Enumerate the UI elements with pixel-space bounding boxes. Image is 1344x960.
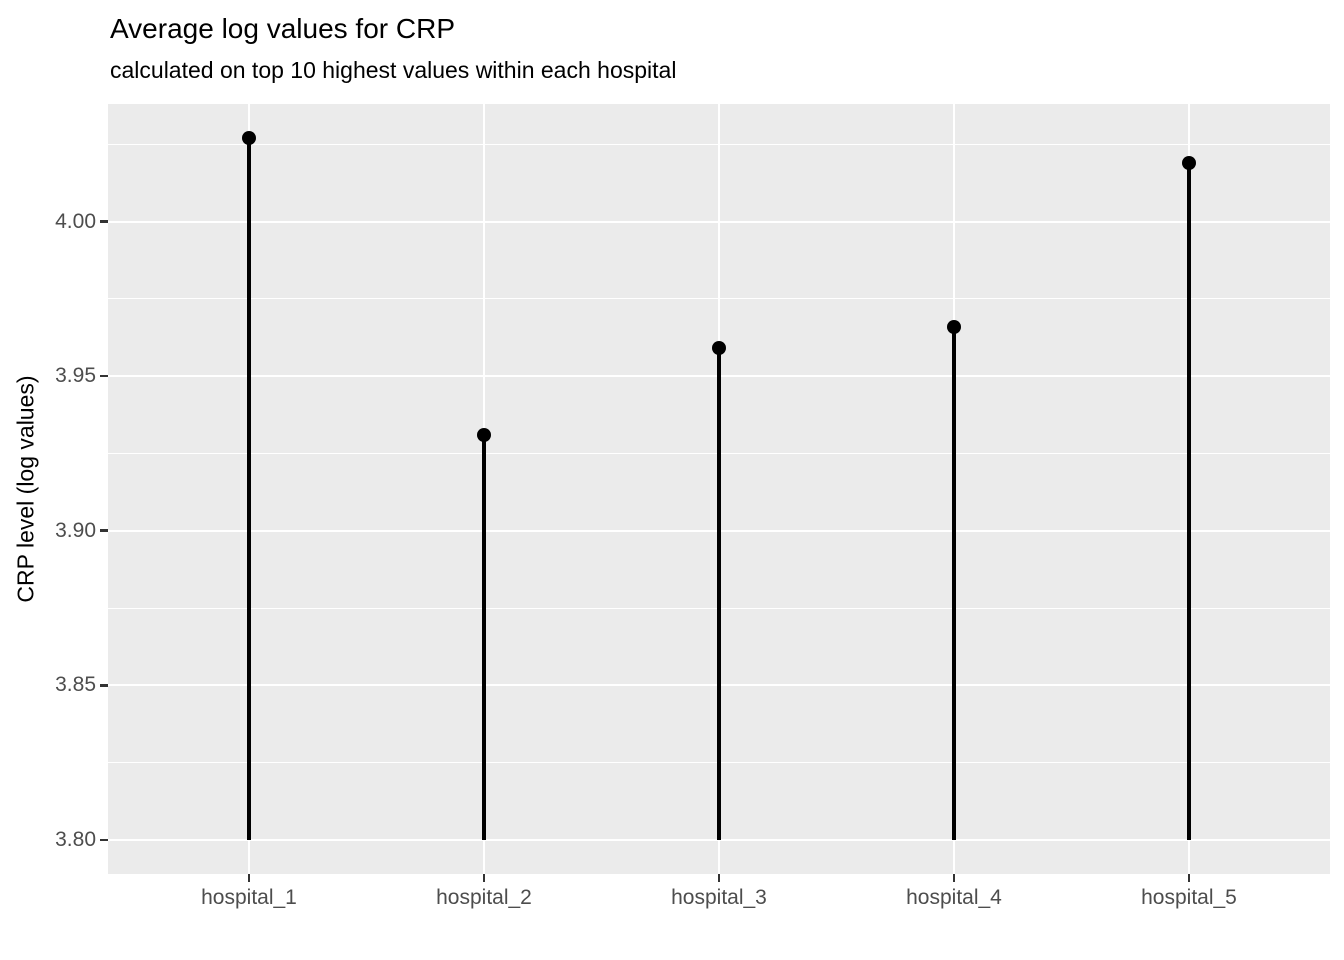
x-tick-mark [717, 874, 721, 882]
data-point-hospital_1 [242, 131, 256, 146]
x-tick-mark [482, 874, 486, 882]
x-tick-mark [952, 874, 956, 882]
y-tick-mark [100, 838, 108, 842]
y-tick-label: 3.95 [55, 364, 96, 388]
y-tick-label: 3.80 [55, 827, 96, 851]
y-tick-label: 3.90 [55, 518, 96, 542]
plot-title: Average log values for CRP [110, 13, 455, 44]
x-tick-label: hospital_1 [201, 886, 297, 909]
data-point-hospital_2 [477, 427, 491, 442]
x-tick-mark [247, 874, 251, 882]
x-tick-label: hospital_3 [671, 886, 767, 909]
y-tick-mark [100, 684, 108, 687]
lollipop-stem-hospital_4 [952, 326, 956, 840]
data-point-hospital_5 [1182, 155, 1196, 170]
lollipop-stem-hospital_1 [247, 138, 251, 840]
y-tick-label: 4.00 [55, 209, 96, 233]
x-tick-label: hospital_4 [906, 886, 1002, 909]
x-tick-mark [1187, 874, 1191, 882]
data-point-hospital_3 [712, 341, 726, 356]
x-tick-label: hospital_5 [1141, 886, 1237, 909]
plot-panel [108, 104, 1330, 874]
y-tick-mark [100, 529, 108, 532]
x-tick-label: hospital_2 [436, 886, 532, 909]
y-tick-label: 3.85 [55, 673, 96, 697]
lollipop-stem-hospital_2 [482, 434, 486, 840]
y-tick-mark [100, 374, 108, 378]
lollipop-stem-hospital_5 [1187, 162, 1191, 840]
data-point-hospital_4 [947, 319, 961, 334]
plot-subtitle: calculated on top 10 highest values with… [110, 57, 677, 83]
y-axis-title: CRP level (log values) [12, 375, 39, 603]
y-tick-mark [100, 220, 108, 223]
lollipop-stem-hospital_3 [717, 348, 721, 840]
